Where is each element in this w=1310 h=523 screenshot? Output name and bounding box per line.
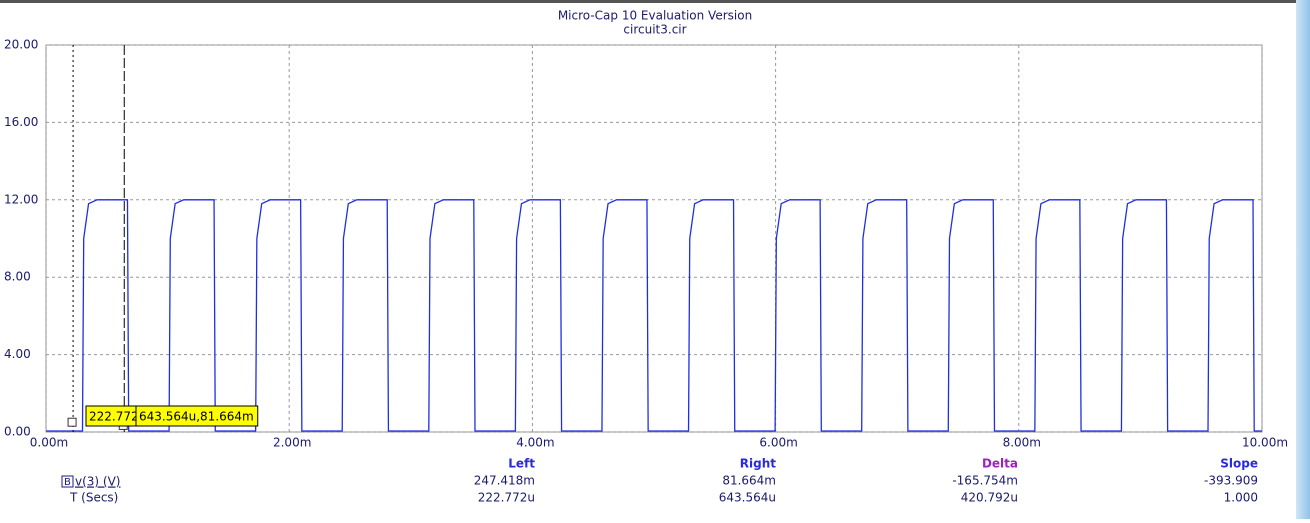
cursor-tag-text: 643.564u,81.664m xyxy=(139,410,254,424)
readout-header: Right xyxy=(740,457,776,471)
y-tick-label: 8.00 xyxy=(4,270,31,284)
readout-value: 420.792u xyxy=(961,491,1018,505)
x-tick-label: 4.00m xyxy=(516,436,554,450)
legend-label: v(3) (V) xyxy=(75,475,121,489)
chart-title: Micro-Cap 10 Evaluation Version xyxy=(558,9,752,23)
x-tick-label: 8.00m xyxy=(1003,436,1041,450)
x-tick-label: 2.00m xyxy=(273,436,311,450)
x-tick-label: 0.00m xyxy=(30,436,68,450)
readout-value: -393.909 xyxy=(1204,474,1258,488)
cursor-tag xyxy=(135,405,259,427)
legend-icon-letter: B xyxy=(64,477,71,488)
y-tick-label: 12.00 xyxy=(4,192,38,206)
readout-value: 1.000 xyxy=(1224,491,1258,505)
readout-value: 222.772u xyxy=(478,491,535,505)
x-tick-label: 6.00m xyxy=(759,436,797,450)
window-frame xyxy=(1296,0,1310,519)
chart-subtitle: circuit3.cir xyxy=(623,23,686,37)
readout-header: Delta xyxy=(982,457,1018,471)
y-tick-label: 0.00 xyxy=(4,425,31,439)
readout-header: Left xyxy=(508,457,535,471)
y-tick-label: 20.00 xyxy=(4,38,38,52)
readout-value: 81.664m xyxy=(722,474,776,488)
y-tick-label: 16.00 xyxy=(4,115,38,129)
cursor-marker xyxy=(67,417,77,427)
series-line xyxy=(46,199,1262,432)
readout-value: 247.418m xyxy=(474,474,535,488)
readout-header: Slope xyxy=(1220,457,1258,471)
readout-value: -165.754m xyxy=(952,474,1018,488)
readout-row-label: T (Secs) xyxy=(69,491,118,505)
readout-value: 643.564u xyxy=(719,491,776,505)
window-top-edge xyxy=(0,0,1310,3)
y-tick-label: 4.00 xyxy=(4,347,31,361)
legend-icon xyxy=(61,475,74,488)
x-tick-label: 10.00m xyxy=(1242,436,1288,450)
